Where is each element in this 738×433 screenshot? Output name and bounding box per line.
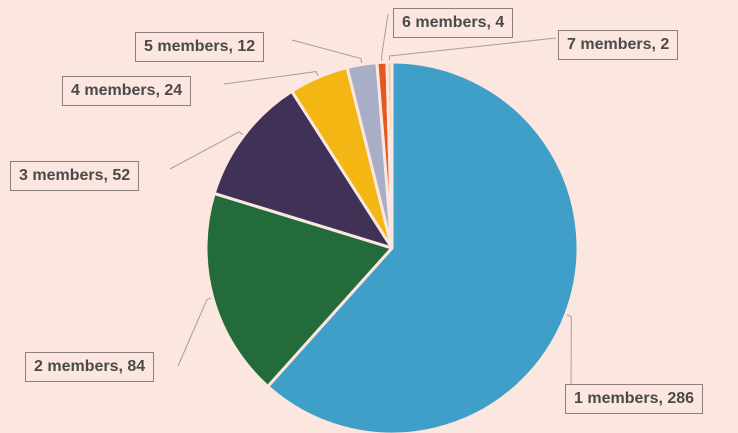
data-label-7-members: 7 members, 2 (558, 30, 679, 60)
leader-line-2-members (177, 297, 213, 367)
leader-line-1-members (565, 314, 572, 393)
data-label-2-members: 2 members, 84 (25, 352, 155, 382)
pie-slices (204, 60, 580, 433)
data-label-4-members: 4 members, 24 (62, 76, 192, 106)
data-label-6-members: 6 members, 4 (393, 8, 514, 38)
pie-slice-3-members (212, 89, 394, 250)
pie-slice-1-members (266, 60, 580, 433)
leader-line-5-members (291, 39, 363, 65)
leader-line-4-members (223, 71, 319, 85)
data-label-1-members: 1 members, 286 (565, 384, 704, 414)
data-label-5-members: 5 members, 12 (135, 32, 265, 62)
leader-line-3-members (169, 131, 245, 170)
leader-lines (169, 13, 572, 393)
leader-line-7-members (388, 37, 557, 63)
pie-slice-2-members (204, 191, 394, 388)
data-label-3-members: 3 members, 52 (10, 161, 140, 191)
leader-line-6-members (381, 13, 389, 63)
pie-slice-7-members (385, 60, 394, 250)
